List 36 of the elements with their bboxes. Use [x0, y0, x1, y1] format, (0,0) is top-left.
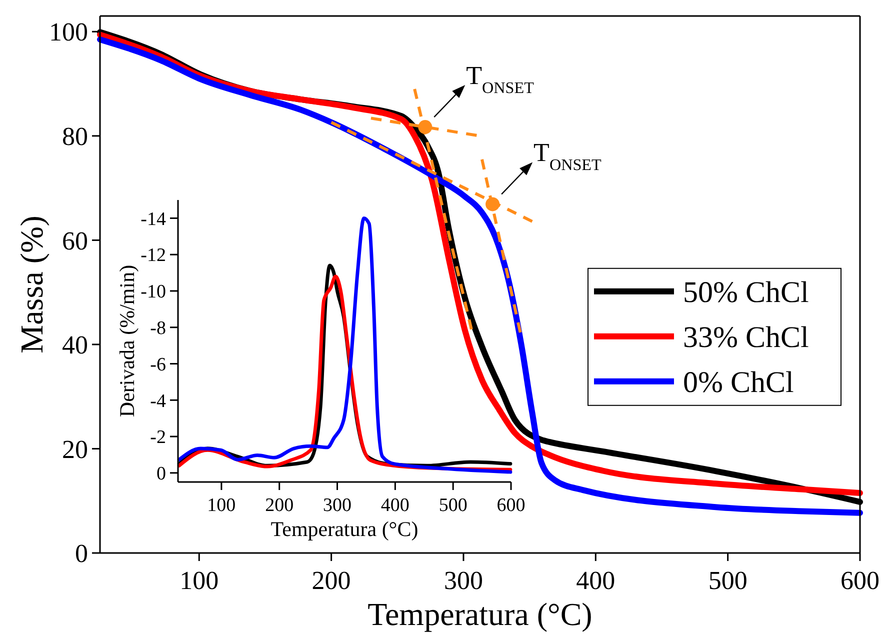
- y-tick-label: 100: [49, 18, 88, 47]
- x-tick-label: 300: [444, 566, 483, 595]
- y-tick-label: -10: [140, 282, 166, 303]
- x-tick-label: 400: [576, 566, 616, 595]
- x-tick-label: 500: [708, 566, 748, 595]
- y-axis-title: Derivada (%/min): [114, 264, 139, 418]
- x-tick-label: 100: [207, 495, 236, 516]
- x-tick-label: 600: [840, 566, 880, 595]
- y-tick-label: -6: [150, 354, 166, 376]
- y-axis-title: Massa (%): [14, 216, 50, 354]
- y-tick-label: 0: [75, 539, 88, 568]
- x-tick-label: 400: [380, 495, 410, 516]
- y-tick-label: 20: [62, 434, 88, 464]
- x-tick-label: 500: [438, 495, 468, 516]
- legend-label: 33% ChCl: [683, 320, 809, 354]
- y-tick-label: -12: [140, 245, 166, 266]
- legend-label: 0% ChCl: [683, 366, 794, 399]
- y-tick-label: 0: [156, 464, 166, 485]
- annotation: T$_{ONSET}$: [466, 61, 534, 97]
- y-tick-label: -14: [140, 208, 166, 230]
- annotation: T$_{ONSET}$: [534, 138, 602, 174]
- y-tick-label: -4: [150, 390, 166, 412]
- x-tick-label: 300: [323, 495, 352, 516]
- x-tick-label: 200: [265, 495, 294, 516]
- line-series: [177, 216, 512, 474]
- x-tick-label: 200: [312, 566, 351, 595]
- y-tick-label: -8: [150, 318, 166, 340]
- legend-label: 50% ChCl: [683, 276, 809, 309]
- y-tick-label: 60: [62, 226, 88, 256]
- x-axis-title: Temperatura (°C): [368, 596, 592, 632]
- y-tick-label: -2: [150, 427, 166, 448]
- x-tick-label: 100: [180, 566, 219, 595]
- y-tick-label: 40: [62, 330, 88, 360]
- y-tick-label: 80: [62, 122, 88, 152]
- x-axis-title: Temperatura (°C): [270, 517, 418, 541]
- x-tick-label: 600: [496, 495, 526, 516]
